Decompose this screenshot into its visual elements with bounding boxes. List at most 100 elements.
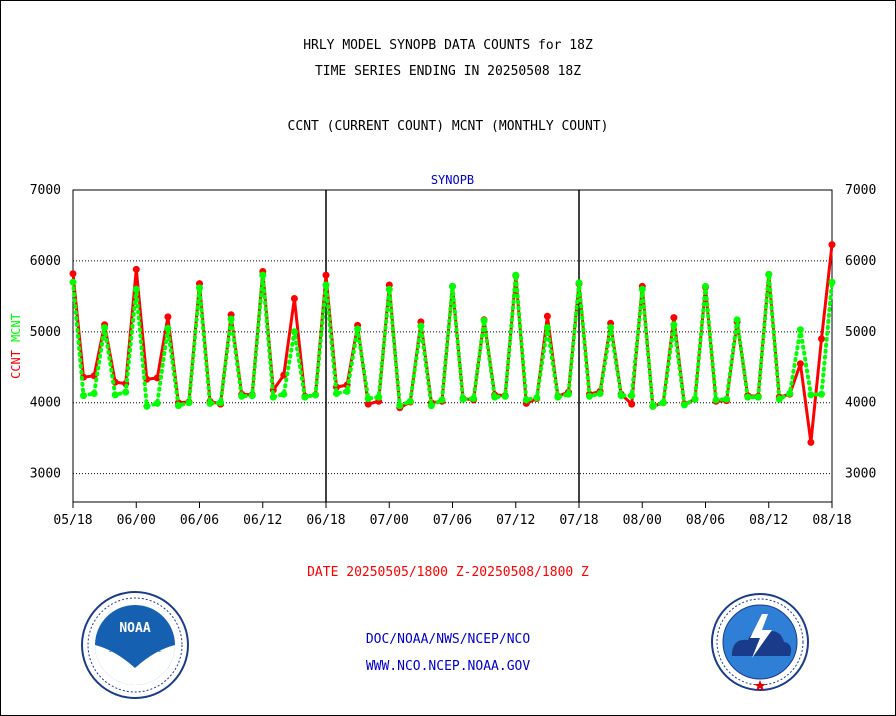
mcnt-point bbox=[132, 285, 140, 293]
mcnt-point bbox=[385, 285, 393, 293]
y-axis-label-ccnt: CCNT bbox=[9, 350, 23, 379]
mcnt-point bbox=[417, 322, 425, 330]
ccnt-point bbox=[628, 400, 636, 408]
mcnt-point bbox=[554, 393, 562, 401]
mcnt-point bbox=[259, 271, 267, 279]
ccnt-point bbox=[153, 374, 161, 382]
mcnt-point bbox=[533, 394, 541, 402]
chart-title-line1: HRLY MODEL SYNOPB DATA COUNTS for 18Z bbox=[303, 38, 593, 53]
mcnt-point bbox=[543, 324, 551, 332]
mcnt-point bbox=[596, 390, 604, 397]
mcnt-point bbox=[143, 402, 151, 410]
x-tick-label: 05/18 bbox=[53, 513, 92, 528]
mcnt-point bbox=[628, 392, 636, 400]
website-url: WWW.NCO.NCEP.NOAA.GOV bbox=[365, 659, 531, 674]
ccnt-point bbox=[322, 271, 330, 279]
y-axis-label-mcnt: MCNT bbox=[9, 313, 23, 342]
ccnt-point bbox=[164, 313, 172, 321]
y-tick-label-left: 3000 bbox=[30, 467, 61, 482]
mcnt-point bbox=[217, 399, 225, 407]
mcnt-point bbox=[164, 324, 172, 332]
x-tick-label: 08/12 bbox=[749, 513, 788, 528]
mcnt-point bbox=[111, 391, 119, 399]
y-tick-label-right: 7000 bbox=[845, 183, 876, 198]
mcnt-point bbox=[196, 284, 203, 292]
mcnt-point bbox=[501, 392, 509, 400]
mcnt-point bbox=[80, 392, 87, 400]
mcnt-point bbox=[206, 399, 214, 407]
ccnt-point bbox=[132, 265, 140, 273]
x-tick-label: 06/00 bbox=[117, 513, 156, 528]
mcnt-point bbox=[733, 316, 741, 324]
ccnt-point bbox=[290, 295, 298, 302]
ccnt-point bbox=[69, 270, 77, 278]
mcnt-point bbox=[322, 281, 330, 289]
x-tick-label: 07/18 bbox=[559, 513, 598, 528]
mcnt-point bbox=[638, 285, 646, 293]
mcnt-point bbox=[69, 278, 77, 286]
mcnt-point bbox=[280, 390, 288, 398]
mcnt-point bbox=[796, 326, 804, 334]
mcnt-point bbox=[290, 328, 298, 336]
mcnt-point bbox=[101, 324, 109, 332]
ccnt-point bbox=[796, 360, 804, 368]
mcnt-point bbox=[354, 325, 362, 333]
ccnt-point bbox=[670, 314, 678, 322]
mcnt-point bbox=[649, 402, 657, 410]
mcnt-point bbox=[744, 393, 752, 401]
mcnt-point bbox=[522, 396, 530, 404]
x-tick-label: 06/12 bbox=[243, 513, 282, 528]
mcnt-point bbox=[396, 402, 404, 410]
mcnt-point bbox=[122, 388, 130, 396]
mcnt-point bbox=[174, 402, 182, 410]
ccnt-line bbox=[71, 244, 834, 444]
x-tick-label: 08/18 bbox=[812, 513, 851, 528]
mcnt-point bbox=[301, 393, 309, 401]
mcnt-point bbox=[333, 390, 340, 397]
y-tick-label-left: 4000 bbox=[30, 396, 61, 411]
chart-title-line3: CCNT (CURRENT COUNT) MCNT (MONTHLY COUNT… bbox=[287, 119, 609, 134]
mcnt-point bbox=[723, 395, 731, 403]
mcnt-point bbox=[343, 387, 351, 395]
mcnt-point bbox=[480, 317, 488, 324]
x-tick-label: 07/06 bbox=[433, 513, 472, 528]
mcnt-point bbox=[90, 390, 98, 397]
mcnt-point bbox=[406, 397, 414, 405]
mcnt-point bbox=[312, 391, 319, 399]
mcnt-point bbox=[449, 282, 456, 290]
mcnt-point bbox=[775, 395, 783, 403]
ccnt-point bbox=[543, 312, 551, 320]
mcnt-point bbox=[375, 393, 383, 401]
mcnt-point bbox=[607, 324, 615, 332]
x-tick-label: 08/06 bbox=[686, 513, 725, 528]
mcnt-point bbox=[807, 391, 815, 399]
chart-title-line2: TIME SERIES ENDING IN 20250508 18Z bbox=[314, 64, 582, 79]
x-tick-label: 06/18 bbox=[306, 513, 345, 528]
y-axis-label: CCNT MCNT bbox=[9, 313, 23, 379]
mcnt-line bbox=[71, 272, 834, 409]
mcnt-point bbox=[248, 392, 256, 400]
mcnt-point bbox=[765, 270, 773, 278]
mcnt-point bbox=[712, 396, 720, 404]
mcnt-point bbox=[427, 402, 435, 410]
noaa-logo: NOAA bbox=[81, 591, 189, 699]
mcnt-point bbox=[459, 395, 467, 403]
y-tick-label-right: 5000 bbox=[845, 325, 876, 340]
ccnt-point bbox=[807, 438, 815, 446]
mcnt-point bbox=[828, 278, 836, 286]
mcnt-point bbox=[227, 315, 235, 323]
mcnt-point bbox=[364, 395, 372, 402]
mcnt-point bbox=[238, 392, 246, 400]
y-tick-label-left: 7000 bbox=[30, 183, 61, 198]
nws-logo bbox=[711, 593, 809, 691]
ccnt-point bbox=[364, 400, 372, 408]
mcnt-point bbox=[512, 271, 520, 279]
mcnt-point bbox=[670, 321, 678, 329]
x-tick-label: 07/00 bbox=[370, 513, 409, 528]
y-tick-label-left: 5000 bbox=[30, 325, 61, 340]
mcnt-point bbox=[470, 395, 478, 402]
org-path: DOC/NOAA/NWS/NCEP/NCO bbox=[365, 632, 531, 647]
y-tick-label-left: 6000 bbox=[30, 254, 61, 269]
mcnt-point bbox=[185, 399, 193, 407]
